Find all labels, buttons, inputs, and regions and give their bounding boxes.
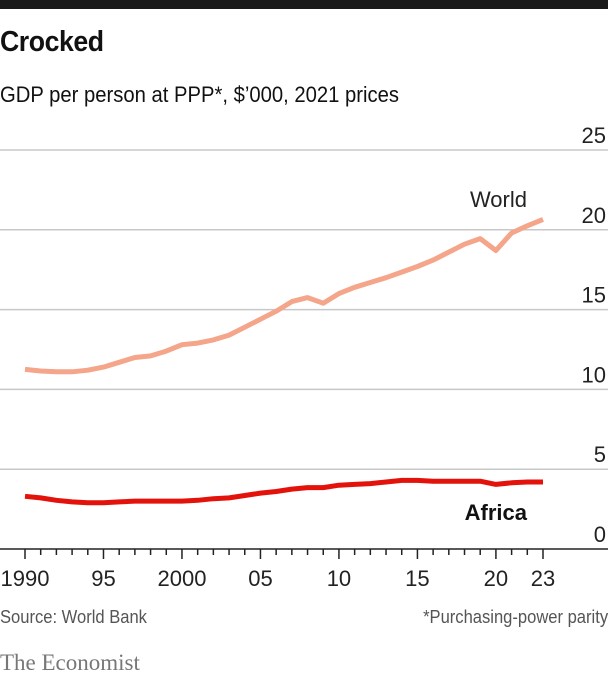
chart-subtitle: GDP per person at PPP*, $’000, 2021 pric…: [0, 82, 400, 107]
source-note: Source: World Bank: [0, 607, 147, 627]
y-tick-label: 20: [582, 203, 606, 228]
y-tick-label: 5: [594, 442, 606, 467]
x-tick-label: 20: [484, 566, 508, 591]
x-tick-label: 15: [405, 566, 429, 591]
series-line-africa: [24, 477, 543, 506]
x-tick-label: 05: [248, 566, 272, 591]
footnote: *Purchasing-power parity: [422, 607, 608, 627]
top-bar: [0, 0, 608, 9]
x-tick-label: 95: [91, 566, 115, 591]
y-tick-label: 10: [582, 362, 606, 387]
chart-title: Crocked: [0, 26, 104, 58]
economist-logo: The Economist: [0, 650, 140, 675]
x-tick-label: 23: [531, 566, 555, 591]
y-tick-label: 0: [594, 522, 606, 547]
y-tick-label: 25: [582, 123, 606, 148]
y-tick-label: 15: [582, 283, 606, 308]
series-label-africa: Africa: [465, 500, 528, 525]
series-label-world: World: [470, 187, 527, 212]
series-line-world: [24, 217, 544, 375]
x-tick-label: 10: [327, 566, 351, 591]
x-tick-label: 1990: [1, 566, 50, 591]
x-tick-label: 2000: [157, 566, 206, 591]
